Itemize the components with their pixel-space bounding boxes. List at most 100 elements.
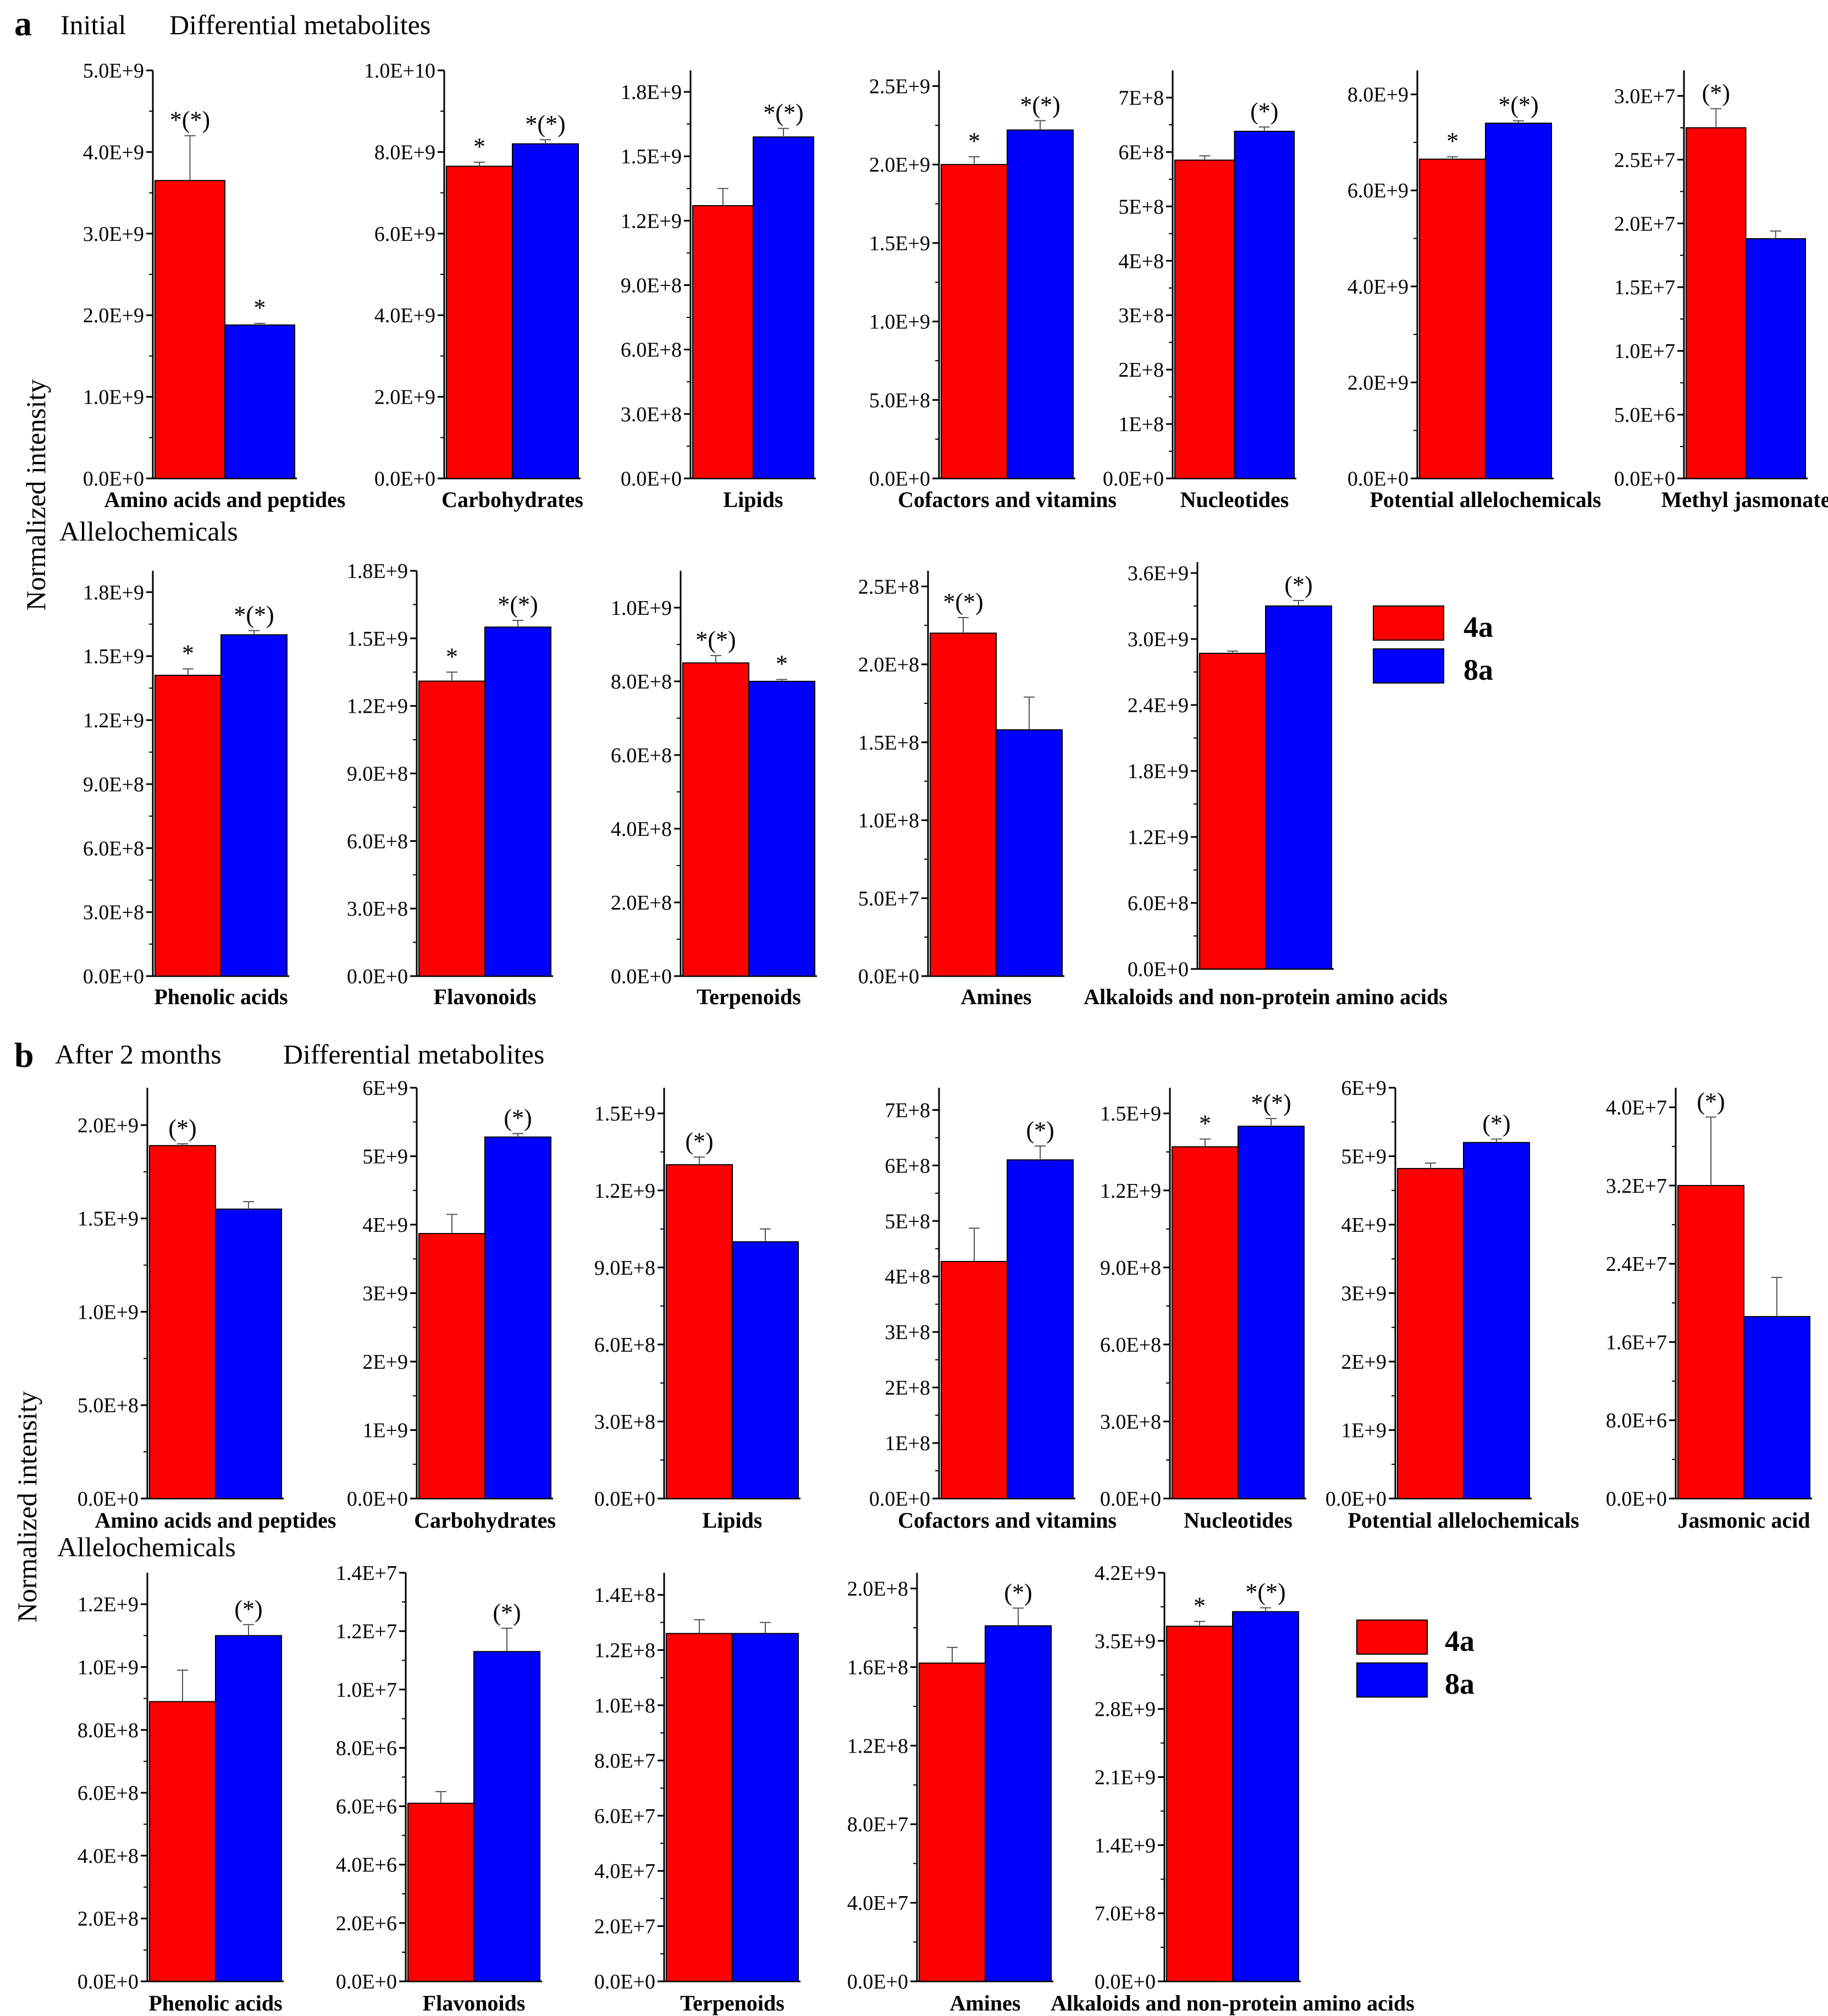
legend-b: 4a 8a	[1356, 1620, 1474, 1700]
y-tick-label: 4.0E+6	[336, 1854, 397, 1877]
y-tick-label: 0.0E+0	[869, 467, 930, 491]
y-tick-label: 2E+8	[885, 1376, 930, 1400]
significance-label: *(*)	[1251, 1089, 1291, 1116]
panel-a-title-left: Initial	[60, 9, 126, 40]
y-tick-label: 7E+8	[885, 1099, 930, 1122]
bar-4a	[418, 1233, 485, 1500]
bar-8a	[732, 1633, 799, 1982]
y-tick-label: 1.6E+7	[1606, 1331, 1667, 1354]
chart-a-12: 0.0E+0 6.0E+8 1.2E+9 1.8E+9 2.4E+9 3.0E+9 3.6E…	[1084, 562, 1448, 1009]
bar-8a	[1232, 1611, 1299, 1982]
bar-8a	[732, 1241, 799, 1499]
y-tick-label: 3E+8	[1118, 304, 1164, 327]
y-tick-label: 5E+9	[1341, 1145, 1387, 1169]
y-tick-label: 2.0E+9	[1347, 371, 1409, 394]
y-tick-label: 0.0E+0	[594, 1970, 655, 1993]
y-tick-label: 0.0E+0	[83, 467, 144, 491]
y-tick-label: 1E+8	[1118, 413, 1164, 436]
x-axis-label: Amino acids and peptides	[104, 487, 346, 512]
y-tick-label: 2.0E+8	[611, 891, 672, 915]
x-axis-label: Amines	[961, 984, 1032, 1009]
y-tick-label: 3E+9	[362, 1282, 408, 1306]
y-tick-label: 2.0E+9	[869, 153, 930, 177]
bar-4a	[666, 1164, 733, 1499]
y-tick-label: 2.0E+9	[78, 1114, 139, 1137]
y-tick-label: 2.5E+7	[1614, 148, 1675, 172]
y-tick-label: 1.2E+9	[78, 1593, 139, 1616]
y-tick-label: 2.0E+7	[1614, 212, 1675, 235]
y-tick-label: 1.2E+9	[1100, 1180, 1161, 1203]
y-tick-label: 0.0E+0	[78, 1970, 139, 1993]
bar-8a	[1238, 1126, 1305, 1499]
bar-4a	[1419, 158, 1486, 479]
chart-b-16: 0.0E+0 1E+8 2E+8 3E+8 4E+8 5E+8 6E+8 7E+8 (*) Cof…	[869, 1088, 1117, 1533]
y-tick-label: 8.0E+7	[594, 1749, 655, 1772]
y-tick-label: 5.0E+7	[858, 887, 919, 910]
y-tick-label: 2.0E+9	[374, 386, 435, 409]
bar-8a	[220, 634, 288, 977]
legend-a-swatch-4a	[1373, 605, 1444, 641]
y-tick-label: 6E+8	[1118, 141, 1164, 164]
y-tick-label: 0.0E+0	[347, 1488, 408, 1511]
y-tick-label: 1.0E+7	[336, 1678, 397, 1701]
charts: 0.0E+01.0E+92.0E+93.0E+94.0E+95.0E+9*(*)…	[78, 59, 1828, 2015]
x-axis-label: Phenolic acids	[154, 984, 288, 1009]
bar-4a	[446, 166, 513, 479]
significance-label: (*)	[493, 1599, 521, 1626]
y-tick-label: 9.0E+8	[83, 773, 144, 796]
bar-8a	[1265, 605, 1332, 970]
panel-a-ylabel: Normalized intensity	[20, 379, 51, 611]
y-tick-label: 1.2E+9	[347, 695, 408, 718]
y-tick-label: 1.0E+9	[611, 597, 672, 620]
chart-b-23: 0.0E+0 4.0E+7 8.0E+7 1.2E+8 1.6E+8 2.0E+8 (*) A…	[847, 1573, 1053, 2015]
y-tick-label: 1.4E+7	[336, 1562, 397, 1585]
significance-label: *(*)	[763, 99, 803, 126]
significance-label: (*)	[1697, 1088, 1725, 1115]
bar-4a	[1172, 1146, 1239, 1500]
bar-8a	[1485, 123, 1552, 479]
y-tick-label: 0.0E+0	[594, 1488, 655, 1511]
y-tick-label: 8.0E+9	[1347, 84, 1409, 107]
bar-8a	[1745, 238, 1806, 479]
y-tick-label: 1E+8	[885, 1432, 930, 1455]
y-tick-label: 3.0E+8	[621, 403, 682, 426]
y-tick-label: 7.0E+8	[1095, 1902, 1156, 1925]
y-tick-label: 6E+9	[1341, 1077, 1387, 1100]
legend-b-label-4a: 4a	[1445, 1624, 1474, 1657]
y-tick-label: 2.0E+9	[83, 304, 144, 327]
x-axis-label: Flavonoids	[434, 984, 537, 1009]
y-tick-label: 1.2E+8	[594, 1639, 655, 1662]
y-tick-label: 9.0E+8	[621, 274, 682, 298]
significance-label: *(*)	[170, 107, 210, 134]
y-tick-label: 6.0E+9	[1347, 179, 1409, 202]
y-tick-label: 1.8E+9	[347, 560, 408, 583]
y-tick-label: 4.0E+9	[83, 141, 144, 164]
x-axis-label: Potential allelochemicals	[1347, 1508, 1579, 1533]
significance-label: *(*)	[1020, 91, 1060, 118]
significance-label: *	[182, 640, 194, 667]
legend-b-label-8a: 8a	[1445, 1667, 1474, 1700]
panel-b-ylabel: Normalized intensity	[12, 1391, 42, 1623]
y-tick-label: 4E+9	[362, 1214, 408, 1237]
y-tick-label: 1.0E+7	[1614, 340, 1675, 363]
legend-b-swatch-4a	[1356, 1620, 1428, 1655]
y-tick-label: 2.5E+9	[869, 75, 930, 98]
chart-a-5: 0.0E+0 1E+8 2E+8 3E+8 4E+8 5E+8 6E+8 7E+8 (*) Nuc…	[1103, 70, 1296, 512]
significance-label: *(*)	[498, 591, 538, 618]
y-tick-label: 6.0E+8	[1100, 1334, 1161, 1357]
chart-a-6: 0.0E+0 2.0E+9 4.0E+9 6.0E+9 8.0E+9 * *(*) Poten…	[1347, 70, 1601, 512]
y-tick-label: 6.0E+8	[78, 1782, 139, 1805]
significance-label: *(*)	[234, 602, 274, 629]
bar-8a	[1007, 1159, 1074, 1499]
y-tick-label: 8.0E+7	[847, 1813, 908, 1836]
y-tick-label: 1.5E+9	[78, 1208, 139, 1231]
y-tick-label: 1.0E+9	[78, 1301, 139, 1324]
y-tick-label: 2.1E+9	[1095, 1766, 1156, 1789]
bar-4a	[418, 680, 485, 977]
significance-label: *	[1446, 128, 1459, 155]
legend-a-swatch-8a	[1373, 648, 1444, 684]
bar-4a	[407, 1803, 474, 1982]
bar-4a	[154, 675, 222, 977]
significance-label: *	[446, 643, 458, 670]
significance-label: *	[1199, 1110, 1211, 1137]
